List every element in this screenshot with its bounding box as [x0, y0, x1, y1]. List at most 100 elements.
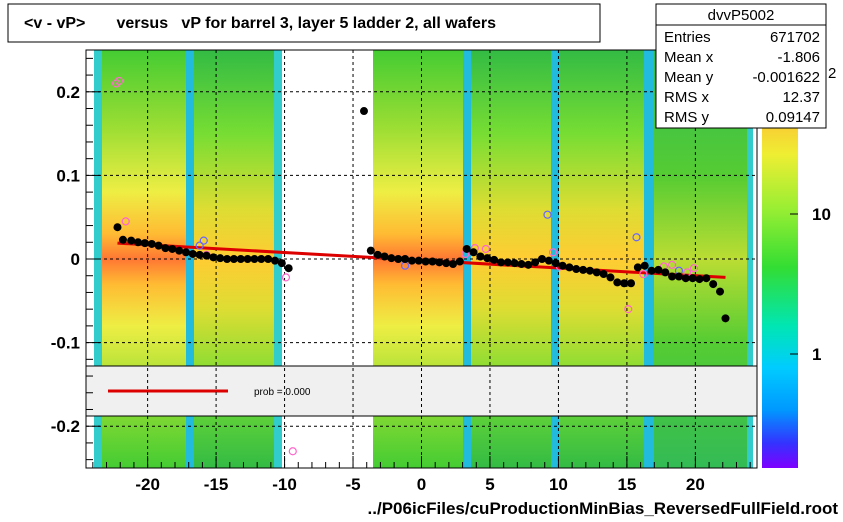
profile-data-point	[118, 235, 127, 244]
stats-value: 12.37	[782, 89, 820, 106]
profile-data-point	[188, 249, 197, 258]
profile-data-point	[380, 252, 389, 261]
open-data-point	[121, 217, 130, 226]
open-data-point	[288, 447, 297, 456]
profile-data-point	[181, 248, 190, 257]
profile-data-point	[585, 266, 594, 275]
open-data-point	[281, 273, 291, 282]
profile-data-point	[202, 251, 211, 260]
profile-data-point	[161, 244, 170, 253]
profile-data-point	[435, 258, 444, 267]
profile-data-point	[654, 265, 663, 274]
stats-box: dvvP5002 Entries 671702 Mean x -1.806 Mean y…	[655, 3, 827, 129]
profile-data-point	[599, 270, 608, 279]
profile-data-point	[620, 279, 629, 288]
profile-data-point	[414, 256, 423, 265]
stats-label: Mean y	[664, 69, 714, 86]
open-data-point	[112, 79, 121, 88]
profile-data-point	[216, 254, 225, 263]
heatmap-edge-band-right	[747, 50, 753, 468]
open-data-point	[199, 236, 208, 245]
open-data-point	[624, 305, 633, 314]
profile-data-point	[140, 239, 149, 248]
profile-data-point	[517, 260, 526, 269]
profile-data-point	[421, 257, 430, 266]
open-data-point	[689, 264, 699, 273]
profile-data-point	[387, 254, 396, 263]
profile-data-point	[147, 239, 156, 248]
y-tick-label: 0	[71, 250, 80, 269]
profile-data-point	[721, 314, 730, 323]
open-data-point	[114, 76, 123, 86]
profile-data-point	[209, 253, 218, 262]
stats-value: -0.001622	[752, 69, 820, 86]
open-data-point	[667, 260, 677, 269]
profile-data-point	[277, 259, 286, 268]
profile-data-point	[168, 244, 177, 253]
profile-data-point	[647, 266, 656, 275]
profile-data-point	[606, 273, 615, 282]
profile-data-point	[503, 258, 512, 267]
y-tick-label: 0.1	[56, 166, 80, 185]
profile-data-point	[510, 259, 519, 268]
profile-data-point	[113, 223, 122, 232]
profile-data-point	[702, 274, 711, 283]
profile-data-point	[613, 278, 622, 287]
axes: -20 -15 -10 -5 0 5 10 15 20 0.2 0.1 0 -0.1 -0.2	[51, 57, 751, 494]
profile-data-point	[633, 263, 642, 272]
profile-data-point	[127, 236, 136, 245]
legend-prob-label: prob = 0.000	[254, 387, 311, 398]
profile-data-point	[572, 265, 581, 274]
open-data-point	[548, 248, 558, 257]
stats-label: Entries	[664, 29, 711, 46]
profile-data-point	[175, 246, 184, 255]
profile-data-point	[455, 257, 464, 266]
open-data-point	[195, 241, 204, 250]
profile-data-point	[483, 254, 492, 263]
profile-data-point	[565, 263, 574, 272]
stats-label: Mean x	[664, 49, 714, 66]
profile-data-point	[428, 257, 437, 266]
profile-data-point	[716, 287, 725, 296]
y-tick-label: 0.2	[56, 83, 80, 102]
profile-data-point	[257, 255, 266, 263]
profile-data-point	[134, 238, 143, 247]
profile-data-point	[407, 256, 416, 265]
title-frame	[7, 3, 601, 43]
profile-data-point	[476, 252, 485, 261]
stats-histogram-name: dvvP5002	[708, 7, 775, 24]
profile-data-point	[592, 268, 601, 277]
profile-data-point	[448, 260, 457, 269]
y-tick-label: -0.1	[51, 334, 80, 353]
profile-data-point	[558, 261, 567, 270]
profile-data-point	[250, 255, 259, 263]
heatmap-gap-band-5	[644, 50, 654, 468]
profile-data-point	[243, 255, 252, 263]
profile-data-point	[709, 280, 718, 289]
profile-data-point	[538, 255, 547, 263]
x-tick-label: -15	[204, 475, 229, 494]
stats-label: RMS x	[664, 89, 710, 106]
title-box: <v - vP> versus vP for barrel 3, layer 5…	[7, 3, 601, 43]
profile-data-point	[264, 255, 273, 263]
colorbar-partial-label: 2	[828, 65, 836, 82]
profile-data-point	[674, 272, 683, 281]
profile-data-point	[366, 246, 375, 255]
x-tick-label: -5	[345, 475, 360, 494]
x-tick-label: 20	[686, 475, 705, 494]
profile-data-point	[695, 275, 704, 284]
chart-title: <v - vP> versus vP for barrel 3, layer 5…	[24, 15, 496, 32]
open-data-point	[481, 244, 490, 254]
profile-data-point	[469, 248, 478, 257]
profile-data-point	[496, 258, 505, 267]
profile-data-point	[154, 241, 163, 250]
profile-data-point	[359, 107, 368, 116]
stats-label: RMS y	[664, 109, 710, 126]
profile-data-point	[462, 244, 471, 253]
profile-data-point	[524, 260, 533, 269]
profile-data-point	[373, 250, 382, 259]
fit-legend: prob = 0.000	[85, 365, 758, 417]
profile-data-point	[284, 264, 293, 273]
open-data-point	[639, 269, 648, 279]
